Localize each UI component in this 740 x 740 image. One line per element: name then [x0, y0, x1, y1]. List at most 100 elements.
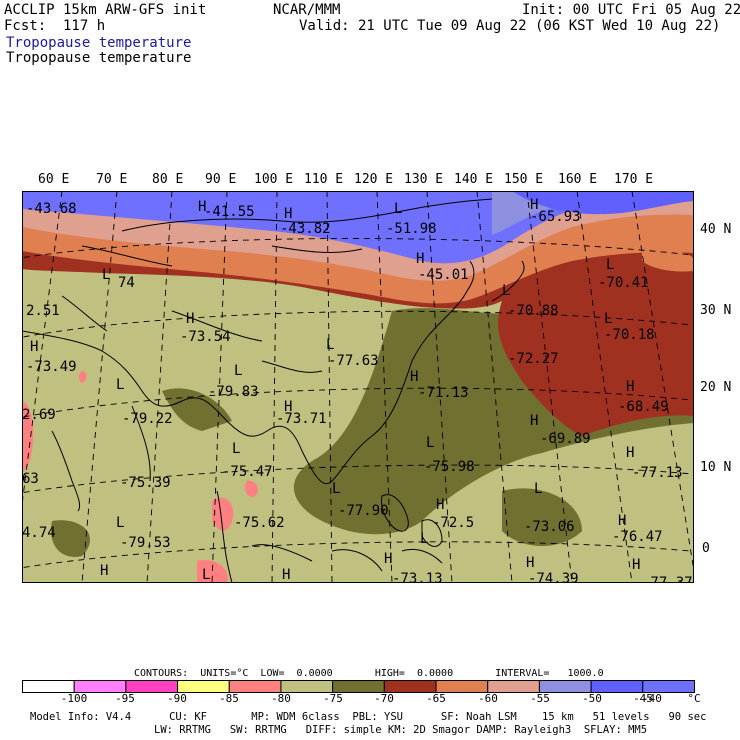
high-marker: H: [626, 445, 634, 461]
high-marker: H: [284, 399, 292, 415]
low-marker: L: [534, 481, 542, 497]
value-label: -45.01: [418, 267, 469, 283]
colorbar-swatch: [538, 680, 592, 693]
value-label: -69.89: [540, 431, 591, 447]
high-marker: H: [100, 563, 108, 579]
value-label: -73.13: [392, 571, 443, 583]
value-label: -73.06: [524, 519, 575, 535]
colorbar-label: -95: [115, 692, 135, 705]
lon-label: 90 E: [205, 172, 237, 187]
field-band-80: [79, 371, 87, 383]
tropopause-temperature-map: -43.68 H -41.55 H -43.82 L -51.98 H -65.…: [22, 191, 694, 583]
value-label: -72.27: [508, 351, 559, 367]
low-marker: L: [234, 363, 242, 379]
colorbar-swatch: [228, 680, 282, 693]
field-band-65: [22, 230, 694, 436]
value-label: -70.18: [604, 327, 655, 343]
colorbar-label: -90: [167, 692, 187, 705]
colorbar-swatch: [22, 680, 75, 693]
colorbar-swatch: [332, 680, 385, 693]
high-marker: H: [626, 379, 634, 395]
value-label: 74: [118, 275, 135, 291]
lon-label: 140 E: [454, 172, 494, 187]
high-marker: H: [282, 567, 290, 583]
colorbar-label: -60: [478, 692, 498, 705]
value-label: -77.63: [328, 353, 379, 369]
lat-label: 20 N: [700, 380, 732, 395]
colorbar: [22, 680, 695, 693]
map-border: [22, 191, 694, 583]
lon-label: 80 E: [152, 172, 184, 187]
low-marker: L: [426, 435, 434, 451]
field-band-80: [197, 560, 228, 583]
low-marker: L: [232, 441, 240, 457]
lon-label: 150 E: [504, 172, 544, 187]
high-marker: H: [618, 513, 626, 529]
product-title-1: Tropopause temperature: [6, 35, 192, 51]
product-title-2: Tropopause temperature: [6, 50, 192, 66]
high-marker: H: [384, 551, 392, 567]
annotations: -43.68 H -41.55 H -43.82 L -51.98 H -65.…: [22, 197, 693, 583]
valid-time: Valid: 21 UTC Tue 09 Aug 22 (06 KST Wed …: [299, 18, 721, 34]
colorbar-swatch: [177, 680, 230, 693]
high-marker: H: [30, 339, 38, 355]
lat-label: 0: [702, 541, 710, 556]
value-label: -79.83: [208, 384, 259, 400]
high-marker: H: [436, 497, 444, 513]
low-marker: L: [332, 481, 340, 497]
model-info-line1: Model Info: V4.4 CU: KF MP: WDM 6class P…: [30, 711, 707, 723]
lon-label: 170 E: [614, 172, 654, 187]
field-band-70: [162, 388, 232, 431]
field-band-70: [502, 488, 582, 546]
low-marker: L: [394, 201, 402, 217]
low-marker: L: [116, 515, 124, 531]
lon-label: 70 E: [96, 172, 128, 187]
colorbar-swatch: [280, 680, 334, 693]
value-label: -72.5: [432, 515, 474, 531]
colorbar-swatch: [590, 680, 644, 693]
coastline: [22, 198, 525, 583]
value-label: -71.13: [418, 385, 469, 401]
value-label: -73.71: [276, 411, 327, 427]
value-label: -79.22: [122, 411, 173, 427]
lon-label: 110 E: [304, 172, 344, 187]
init-time: Init: 00 UTC Fri 05 Aug 22: [522, 2, 740, 18]
high-marker: H: [632, 557, 640, 573]
high-marker: H: [186, 311, 194, 327]
low-marker: L: [502, 283, 510, 299]
high-marker: H: [416, 251, 424, 267]
low-marker: L: [604, 311, 612, 327]
model-info-line2: LW: RRTMG SW: RRTMG DIFF: simple KM: 2D …: [154, 724, 648, 736]
colorbar-swatch: [73, 680, 127, 693]
colorbar-label: -45: [633, 692, 653, 705]
value-label: -65.93: [530, 209, 581, 225]
colorbar-swatch: [383, 680, 437, 693]
colorbar-swatch: [435, 680, 489, 693]
field-band-80: [244, 480, 258, 497]
colorbar-label: -70: [374, 692, 394, 705]
value-label: -70.41: [598, 275, 649, 291]
value-label: -43.82: [280, 221, 331, 237]
colorbar-label: -75: [323, 692, 343, 705]
value-label: 4.74: [22, 525, 56, 541]
low-marker: L: [202, 567, 210, 583]
center-label: NCAR/MMM: [273, 2, 341, 18]
value-label: -73.49: [26, 359, 77, 375]
value-label: -75.47: [222, 464, 273, 480]
high-marker: H: [526, 555, 534, 571]
value-label: -75.39: [120, 475, 171, 491]
colorbar-label: -55: [530, 692, 550, 705]
forecast-hour: Fcst: 117 h: [4, 18, 106, 34]
field-band-80: [22, 401, 34, 471]
field-band-60: [642, 246, 694, 272]
value-label: -76.47: [612, 529, 663, 545]
lon-label: 120 E: [354, 172, 394, 187]
field-band-70: [51, 520, 91, 557]
value-label: -41.55: [204, 204, 255, 220]
high-marker: H: [284, 206, 292, 222]
value-label: -51.98: [386, 221, 437, 237]
colorbar-label: -65: [426, 692, 446, 705]
value-label: -43.68: [26, 201, 77, 217]
lat-label: 10 N: [700, 460, 732, 475]
value-label: -74.39: [528, 571, 579, 583]
